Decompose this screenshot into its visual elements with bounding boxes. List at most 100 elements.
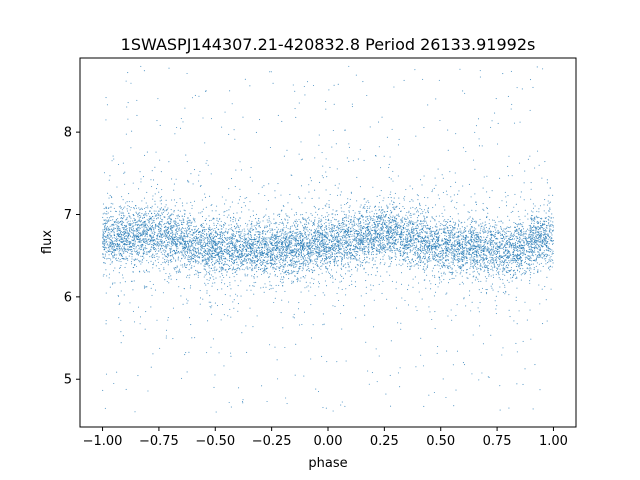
data-point <box>221 126 223 128</box>
data-point <box>399 235 401 237</box>
data-point <box>177 270 179 272</box>
data-point <box>400 272 403 274</box>
data-point <box>217 254 220 256</box>
data-point <box>400 222 402 224</box>
data-point <box>148 222 150 224</box>
data-point <box>292 271 294 273</box>
data-point <box>231 227 233 229</box>
data-point <box>308 267 310 270</box>
data-point <box>410 221 412 223</box>
data-point <box>501 264 503 266</box>
data-point <box>478 225 480 227</box>
data-point <box>210 228 212 230</box>
data-point <box>447 265 449 267</box>
data-point <box>333 228 335 230</box>
data-point <box>127 237 129 239</box>
data-point <box>276 222 278 224</box>
data-point <box>229 257 231 259</box>
data-point <box>161 189 163 191</box>
data-point <box>509 255 511 257</box>
data-point <box>441 256 443 258</box>
data-point <box>283 224 285 226</box>
data-point <box>394 192 396 194</box>
data-point <box>531 237 533 239</box>
data-point <box>200 246 202 248</box>
data-point <box>192 183 194 185</box>
data-point <box>210 173 212 175</box>
data-point <box>236 212 238 214</box>
data-point <box>392 247 394 249</box>
data-point <box>481 287 484 289</box>
data-point <box>314 219 316 221</box>
data-point <box>230 406 232 408</box>
data-point <box>522 235 524 237</box>
data-point <box>327 243 329 245</box>
data-point <box>470 264 472 266</box>
data-point <box>522 237 524 239</box>
data-point <box>528 251 530 253</box>
data-point <box>230 239 232 242</box>
data-point <box>376 221 378 223</box>
data-point <box>497 291 499 293</box>
data-point <box>328 256 330 258</box>
data-point <box>211 241 213 243</box>
data-point <box>269 221 271 223</box>
data-point <box>542 323 544 325</box>
data-point <box>432 230 435 232</box>
data-point <box>104 243 106 245</box>
data-point <box>112 219 114 221</box>
data-point <box>245 253 247 255</box>
data-point <box>145 238 147 240</box>
data-point <box>172 241 174 243</box>
data-point <box>355 254 357 256</box>
data-point <box>333 255 335 257</box>
data-point <box>324 239 326 241</box>
data-point <box>292 238 294 240</box>
data-point <box>105 269 107 271</box>
data-point <box>481 256 483 259</box>
data-point <box>323 246 325 248</box>
data-point <box>123 216 125 218</box>
data-point <box>146 224 148 226</box>
data-point <box>106 225 108 227</box>
data-point <box>432 234 434 236</box>
data-point <box>270 248 273 250</box>
data-point <box>315 262 318 264</box>
data-point <box>281 253 283 256</box>
data-point <box>429 245 431 248</box>
data-point <box>264 270 266 272</box>
data-point <box>478 272 480 275</box>
data-point <box>269 344 271 346</box>
data-point <box>412 286 414 288</box>
data-point <box>112 245 114 247</box>
data-point <box>265 208 267 210</box>
data-point <box>344 129 346 131</box>
data-point <box>539 389 541 391</box>
data-point <box>493 252 495 254</box>
data-point <box>482 230 484 232</box>
data-point <box>523 253 525 255</box>
data-point <box>309 262 311 264</box>
data-point <box>201 216 203 218</box>
data-point <box>297 239 300 242</box>
data-point <box>204 231 206 233</box>
data-point <box>144 286 146 288</box>
data-point <box>531 231 533 233</box>
data-point <box>307 222 309 224</box>
data-point <box>480 248 482 250</box>
data-point <box>340 191 342 193</box>
data-point <box>456 304 458 306</box>
data-point <box>369 231 371 233</box>
data-point <box>235 244 237 246</box>
data-point <box>391 232 393 234</box>
data-point <box>381 116 383 118</box>
data-point <box>343 255 345 257</box>
data-point <box>197 276 199 278</box>
data-point <box>298 261 300 263</box>
data-point <box>434 327 436 330</box>
data-point <box>126 106 128 108</box>
data-point <box>119 238 121 240</box>
data-point <box>266 239 268 241</box>
data-point <box>538 284 540 286</box>
data-point <box>313 239 315 241</box>
